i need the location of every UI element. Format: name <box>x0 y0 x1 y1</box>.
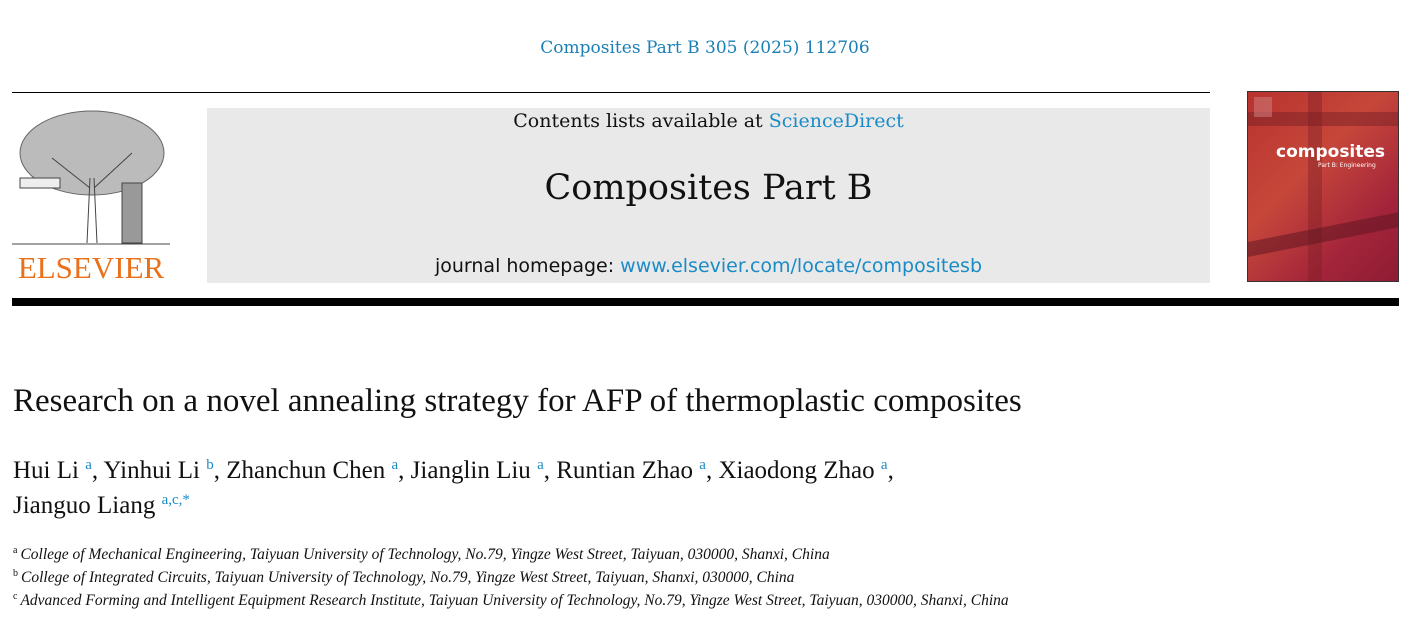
author[interactable]: Zhanchun Chen a <box>226 457 399 484</box>
journal-name: Composites Part B <box>544 168 873 208</box>
author[interactable]: Xiaodong Zhao a <box>718 457 888 484</box>
elsevier-logo: ELSEVIER <box>12 108 170 286</box>
author[interactable]: Runtian Zhao a <box>556 457 706 484</box>
header-bar <box>12 298 1399 306</box>
affiliation: b College of Integrated Circuits, Taiyuan… <box>13 568 795 586</box>
homepage-link[interactable]: www.elsevier.com/locate/compositesb <box>620 255 983 277</box>
journal-citation[interactable]: Composites Part B 305 (2025) 112706 <box>540 38 870 58</box>
journal-banner: Contents lists available at ScienceDirec… <box>207 108 1210 283</box>
header-rule <box>12 92 1210 93</box>
author-list: Hui Li a, Yinhui Li b, Zhanchun Chen a, … <box>13 457 894 484</box>
author[interactable]: Jianguo Liang a,c,* <box>13 492 190 519</box>
contents-line: Contents lists available at ScienceDirec… <box>207 109 1210 133</box>
sciencedirect-link[interactable]: ScienceDirect <box>768 110 904 132</box>
author[interactable]: Hui Li a <box>13 457 92 484</box>
cover-art-icon <box>1248 92 1398 281</box>
paper-title: Research on a novel annealing strategy f… <box>13 383 1022 419</box>
journal-cover[interactable]: composites Part B: Engineering <box>1247 91 1399 282</box>
author[interactable]: Jianglin Liu a <box>410 457 544 484</box>
affiliation: c Advanced Forming and Intelligent Equipm… <box>13 591 1009 609</box>
homepage-line: journal homepage: www.elsevier.com/locat… <box>207 255 1210 277</box>
author-list-line2: Jianguo Liang a,c,* <box>13 492 190 520</box>
cover-title: composites <box>1276 142 1386 162</box>
author[interactable]: Yinhui Li b <box>103 457 214 484</box>
cover-subtitle: Part B: Engineering <box>1318 162 1376 169</box>
tree-icon <box>12 110 170 245</box>
contents-prefix: Contents lists available at <box>513 110 769 132</box>
homepage-prefix: journal homepage: <box>434 255 621 277</box>
affiliation: a College of Mechanical Engineering, Taiy… <box>13 545 830 563</box>
